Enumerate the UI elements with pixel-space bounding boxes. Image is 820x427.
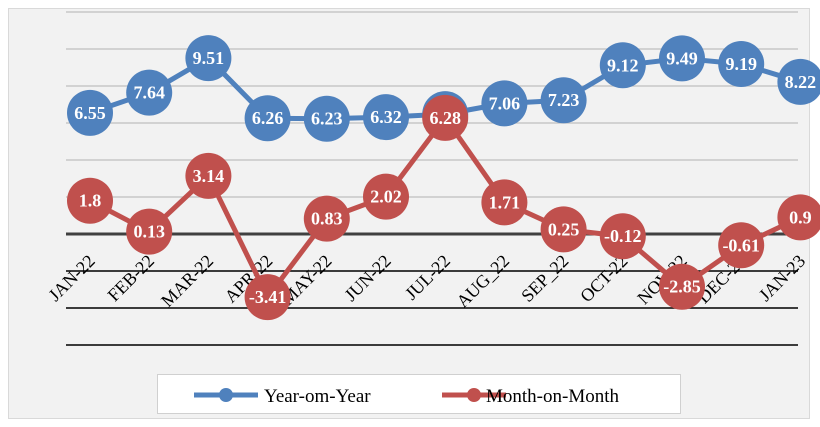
data-point [718, 40, 765, 87]
x-tick-label: JUN-22 [340, 251, 394, 305]
data-point [422, 94, 469, 141]
data-label: 0.25 [548, 219, 580, 239]
x-tick-label: MAR-22 [157, 251, 217, 311]
data-label: 9.49 [666, 48, 698, 68]
x-tick-label: FEB-22 [104, 251, 158, 305]
series-1: 1.8 0.13 3.14 -3.41 0.83 2.02 6.28 1.71 0.25 -0.1… [67, 94, 820, 321]
data-point [540, 77, 587, 124]
data-point [659, 35, 705, 82]
legend-marker-year-on-year [219, 388, 233, 402]
data-label: -2.85 [663, 277, 701, 297]
data-label: 7.06 [489, 93, 521, 113]
series: 6.557.649.516.266.236.326.487.067.239.12… [67, 35, 820, 321]
data-point [126, 69, 173, 116]
data-label: 9.12 [607, 55, 639, 75]
legend-marker-month-on-month [467, 388, 481, 402]
data-label: 6.26 [252, 108, 284, 128]
x-tick-label: SEP_22 [517, 251, 572, 306]
data-label: 6.28 [429, 108, 461, 128]
data-point [67, 89, 113, 136]
x-tick-label: AUG_22 [452, 251, 513, 312]
data-label: -0.12 [604, 226, 642, 246]
data-point [303, 95, 350, 142]
legend-label-month-on-month: Month-on-Month [486, 386, 620, 407]
data-label: 7.64 [133, 83, 165, 103]
data-label: 8.22 [785, 72, 817, 92]
x-tick-label: JUL-22 [401, 251, 454, 304]
data-label: 3.14 [193, 166, 225, 186]
data-point [244, 274, 291, 321]
data-label: 2.02 [370, 187, 402, 207]
data-label: 1.71 [489, 192, 521, 212]
data-point [599, 213, 646, 260]
legend-label-year-on-year: Year-om-Year [264, 386, 371, 407]
data-label: 9.19 [725, 54, 757, 74]
data-label: 0.9 [789, 207, 812, 227]
data-label: 6.23 [311, 109, 343, 129]
data-point [363, 94, 409, 141]
data-point [540, 206, 587, 253]
data-point [481, 179, 528, 226]
x-tick-label: JAN-22 [44, 251, 98, 305]
data-point [659, 263, 705, 310]
data-point [718, 222, 765, 269]
data-point [777, 194, 820, 241]
data-point [777, 58, 820, 105]
data-point [67, 177, 113, 224]
data-label: 9.51 [193, 48, 225, 68]
data-label: 1.8 [79, 191, 102, 211]
data-point [363, 173, 409, 220]
data-label: 0.83 [311, 209, 343, 229]
x-tick-label: JAN-23 [755, 251, 809, 305]
legend: Year-om-Year Month-on-Month [157, 374, 681, 414]
data-label: -0.61 [722, 235, 760, 255]
data-label: 6.55 [74, 103, 106, 123]
data-point [303, 195, 350, 242]
data-point [126, 208, 173, 255]
data-point [481, 80, 528, 127]
data-label: 6.32 [370, 107, 402, 127]
data-label: -3.41 [249, 287, 287, 307]
data-point [185, 35, 232, 82]
data-point [599, 42, 646, 89]
data-point [244, 95, 291, 142]
data-label: 0.13 [133, 222, 165, 242]
data-point [185, 152, 232, 199]
data-label: 7.23 [548, 90, 580, 110]
